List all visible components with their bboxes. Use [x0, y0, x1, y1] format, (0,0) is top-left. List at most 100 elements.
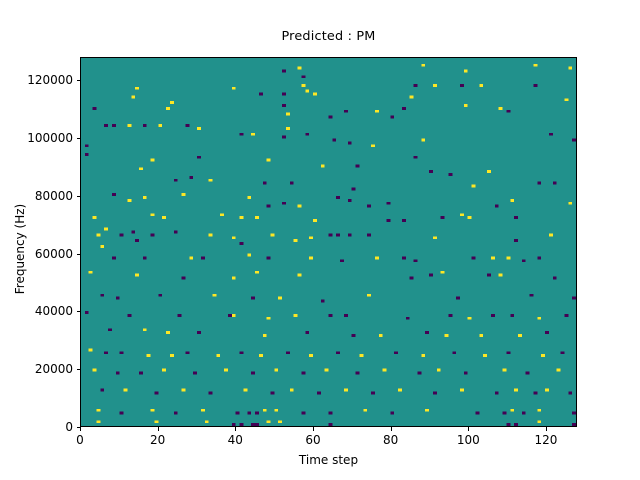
heatmap-cell: [525, 371, 530, 375]
heatmap-cell: [189, 256, 194, 260]
heatmap-cell: [297, 66, 302, 70]
heatmap-cell: [552, 181, 557, 185]
heatmap-cell: [150, 408, 155, 412]
heatmap-cell: [490, 313, 495, 317]
heatmap-cell: [517, 334, 522, 337]
x-tick-label: 60: [305, 433, 321, 447]
heatmap-cell: [274, 408, 279, 412]
heatmap-cell: [564, 98, 569, 102]
y-tick-label: 60000: [34, 246, 73, 261]
heatmap-cell: [285, 351, 290, 355]
heatmap-cell: [374, 256, 379, 260]
heatmap-cell: [463, 104, 468, 107]
heatmap-cell: [548, 233, 553, 237]
heatmap-cell: [135, 273, 140, 277]
heatmap-cell: [227, 313, 232, 317]
heatmap-cell: [521, 411, 526, 415]
x-tick-mark: [157, 427, 159, 431]
heatmap-cell: [401, 219, 406, 222]
heatmap-cell: [285, 112, 290, 116]
heatmap-cell: [239, 351, 244, 355]
heatmap-cell: [336, 196, 341, 199]
heatmap-cell: [266, 204, 271, 208]
page-title: Predicted : PM: [281, 29, 376, 44]
heatmap-cell: [162, 216, 167, 219]
heatmap-cell: [510, 313, 515, 317]
heatmap-cell: [305, 331, 310, 334]
heatmap-cell: [487, 170, 491, 173]
heatmap-cell: [494, 391, 499, 395]
heatmap-cell: [181, 388, 186, 392]
heatmap-cell: [216, 354, 221, 357]
heatmap-cell: [208, 178, 213, 182]
heatmap-cell: [289, 388, 294, 392]
heatmap-cell: [108, 328, 112, 332]
heatmap-cell: [316, 391, 321, 395]
heatmap-cell: [347, 141, 352, 145]
heatmap-cell: [498, 273, 503, 277]
heatmap-cell: [343, 109, 348, 113]
heatmap-cell: [208, 233, 213, 237]
heatmap-cell: [301, 371, 306, 375]
heatmap-cell: [309, 256, 314, 260]
heatmap-cell: [463, 371, 468, 375]
heatmap-cell: [119, 233, 124, 237]
heatmap-cell: [572, 411, 576, 415]
heatmap-cell: [231, 236, 236, 240]
heatmap-cell: [185, 124, 190, 127]
heatmap-cell: [545, 388, 549, 392]
heatmap-cell: [96, 233, 101, 237]
x-tick-mark: [80, 427, 81, 431]
heatmap-cell: [282, 92, 286, 96]
heatmap-cell: [332, 138, 337, 142]
x-tick-mark: [545, 427, 547, 431]
heatmap-cell: [336, 351, 341, 355]
heatmap-cell: [541, 354, 546, 357]
heatmap-cell: [463, 69, 468, 73]
heatmap-cell: [432, 391, 437, 395]
y-axis-tick-labels: 0 20000 40000 60000 80000 100000 120000: [0, 0, 73, 480]
heatmap-cell: [529, 293, 534, 297]
heatmap-cell: [96, 408, 101, 412]
heatmap-cell: [568, 391, 573, 395]
heatmap-cell: [320, 164, 325, 168]
heatmap-cell: [119, 411, 124, 415]
heatmap-cell: [459, 388, 464, 392]
heatmap-cell: [537, 420, 542, 424]
heatmap-cell: [158, 293, 163, 297]
y-tick-mark: [76, 195, 80, 197]
heatmap-cell: [266, 256, 271, 260]
heatmap-cell: [398, 388, 402, 392]
heatmap-cell: [150, 158, 155, 162]
heatmap-cell: [506, 256, 511, 260]
heatmap-cell: [552, 276, 557, 280]
heatmap-cell: [471, 256, 476, 260]
heatmap-cell: [282, 69, 286, 73]
y-tick-mark: [76, 369, 80, 371]
heatmap-cell: [150, 213, 155, 217]
heatmap-cell: [467, 216, 472, 219]
heatmap-cell: [506, 423, 511, 426]
heatmap-cell: [413, 259, 418, 263]
heatmap-cell: [212, 293, 217, 297]
heatmap-cell: [328, 313, 333, 317]
heatmap-cell: [181, 193, 186, 196]
heatmap-cell: [224, 368, 228, 372]
heatmap-cell: [514, 216, 518, 219]
heatmap-cell: [568, 201, 573, 205]
heatmap-cell: [154, 391, 159, 395]
heatmap-cell: [239, 132, 244, 136]
heatmap-cell: [401, 106, 406, 110]
heatmap-cell: [135, 86, 140, 90]
heatmap-cell: [92, 368, 97, 372]
heatmap-cell: [251, 296, 256, 300]
heatmap-cell: [521, 259, 526, 263]
y-tick-label: 0: [65, 420, 73, 434]
y-tick-mark: [76, 427, 80, 428]
heatmap-cell: [127, 198, 132, 202]
heatmap-cell: [490, 256, 495, 260]
heatmap-cell: [189, 175, 194, 179]
heatmap-cell: [510, 198, 515, 202]
heatmap-cell: [262, 408, 267, 412]
